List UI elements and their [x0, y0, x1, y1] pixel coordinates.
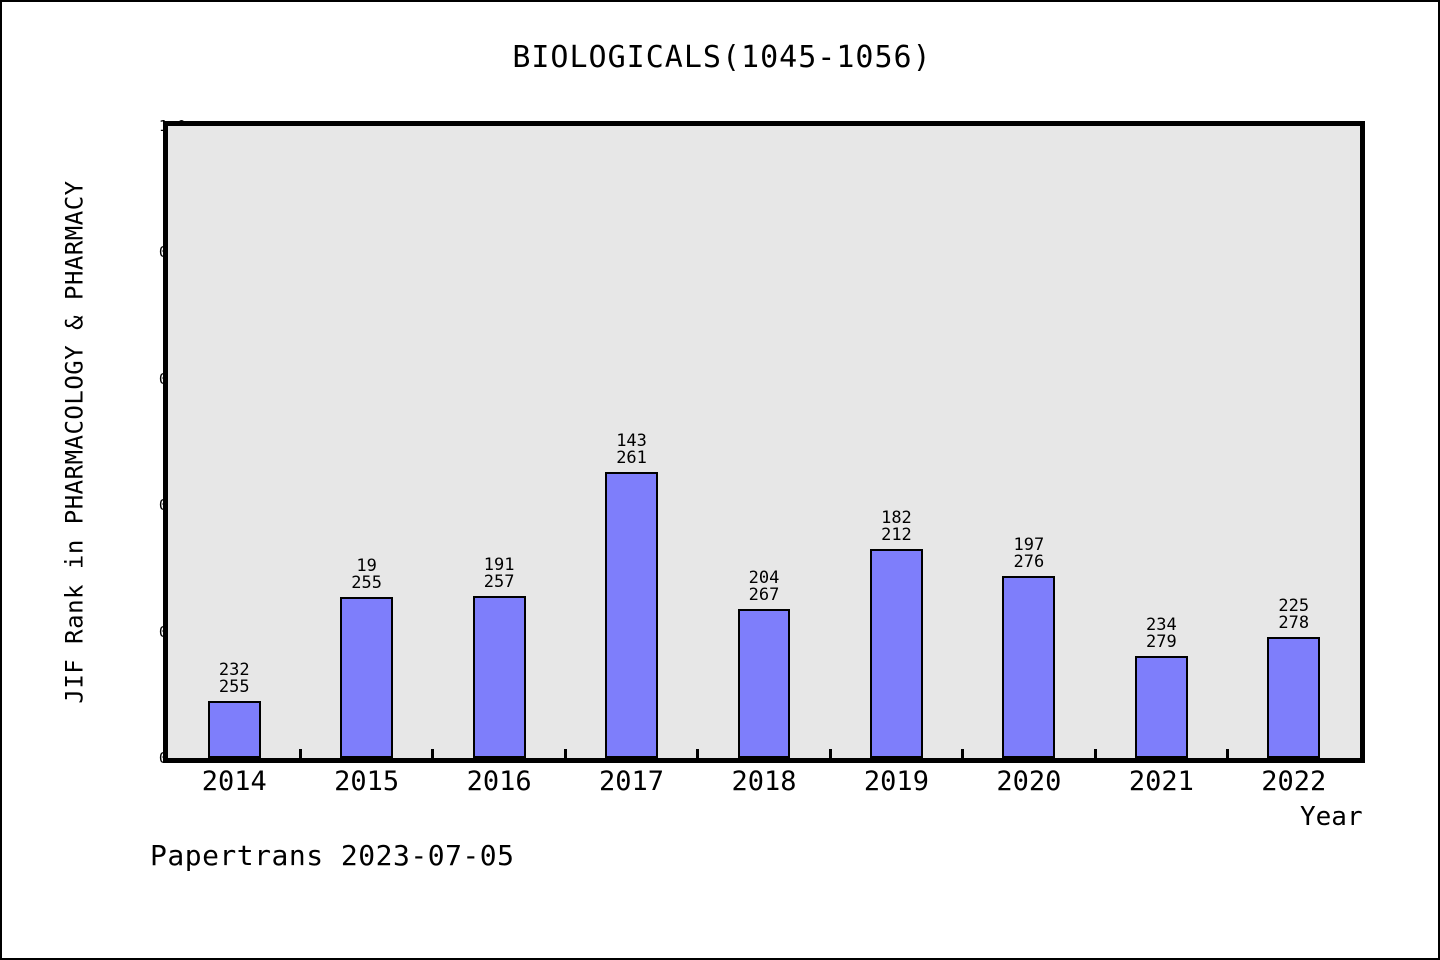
bar[interactable]: [605, 472, 659, 758]
bar[interactable]: [207, 701, 261, 758]
bar-annotation-rank: 191: [483, 555, 515, 576]
bar-annotation-total: 255: [351, 572, 383, 593]
footer-note: Papertrans 2023-07-05: [150, 839, 515, 872]
bar[interactable]: [1002, 575, 1056, 758]
x-axis-tick-mark: [696, 749, 700, 758]
bar-annotation-rank: 182: [881, 508, 912, 529]
bar-annotation-rank: 232: [218, 660, 250, 681]
bar-value-annotation: 234 279: [1146, 617, 1177, 651]
x-axis-tick-label: 2015: [334, 766, 400, 797]
bar-value-annotation: 204 267: [748, 567, 780, 605]
bar-value-annotation: 232 255: [219, 662, 250, 696]
bar-annotation-total: 212: [881, 525, 912, 546]
bar-value-annotation: 191 257: [484, 557, 515, 591]
x-axis-tick-mark: [961, 749, 965, 758]
x-axis-tick-label: 2021: [1128, 766, 1194, 797]
bar[interactable]: [737, 608, 791, 758]
bar-annotation-total: 278: [1278, 613, 1310, 634]
bar[interactable]: [1134, 656, 1188, 758]
bar-value-annotation: 182 212: [881, 510, 912, 544]
x-axis-tick-mark: [1093, 749, 1097, 758]
x-axis-tick-label: 2019: [863, 766, 929, 797]
bar-annotation-rank: 143: [616, 431, 647, 452]
bar-annotation-rank: 197: [1013, 534, 1045, 555]
bar-annotation-rank: 19: [356, 555, 377, 576]
bar-annotation-total: 257: [483, 572, 515, 593]
bar-value-annotation: 143 261: [616, 433, 647, 467]
x-axis-tick-label: 2014: [201, 766, 267, 797]
x-axis-label: Year: [1300, 802, 1363, 832]
x-axis-tick-mark: [563, 749, 567, 758]
y-axis-label: JIF Rank in PHARMACOLOGY & PHARMACY: [58, 121, 92, 763]
x-axis-tick-label: 2020: [996, 766, 1062, 797]
bar-value-annotation: 197 276: [1013, 534, 1045, 572]
bar-annotation-rank: 234: [1145, 615, 1177, 636]
bar-annotation-rank: 225: [1278, 596, 1310, 617]
bar-annotation-total: 255: [218, 677, 250, 698]
chart-title: BIOLOGICALS(1045-1056): [512, 40, 932, 75]
bar-annotation-total: 261: [616, 448, 647, 469]
x-axis-tick-label: 2018: [731, 766, 797, 797]
plot-inner: [168, 126, 1360, 758]
x-axis-tick-label: 2017: [599, 766, 665, 797]
x-axis-tick-mark: [828, 749, 832, 758]
bar[interactable]: [340, 596, 394, 758]
x-axis-tick-mark: [431, 749, 435, 758]
plot-area: [163, 121, 1365, 763]
bar-annotation-total: 276: [1013, 551, 1045, 572]
bar-annotation-rank: 204: [748, 567, 780, 588]
x-axis-tick-mark: [298, 749, 302, 758]
bar[interactable]: [472, 596, 526, 758]
bar-value-annotation: 19 255: [351, 555, 383, 593]
bar[interactable]: [1267, 637, 1321, 758]
bar[interactable]: [869, 549, 923, 758]
x-axis-tick-label: 2022: [1261, 766, 1327, 797]
bar-value-annotation: 225 278: [1278, 598, 1309, 632]
x-axis-tick-label: 2016: [466, 766, 532, 797]
bar-annotation-total: 267: [748, 584, 780, 605]
x-axis-tick-mark: [1226, 749, 1230, 758]
bar-annotation-total: 279: [1145, 632, 1177, 653]
